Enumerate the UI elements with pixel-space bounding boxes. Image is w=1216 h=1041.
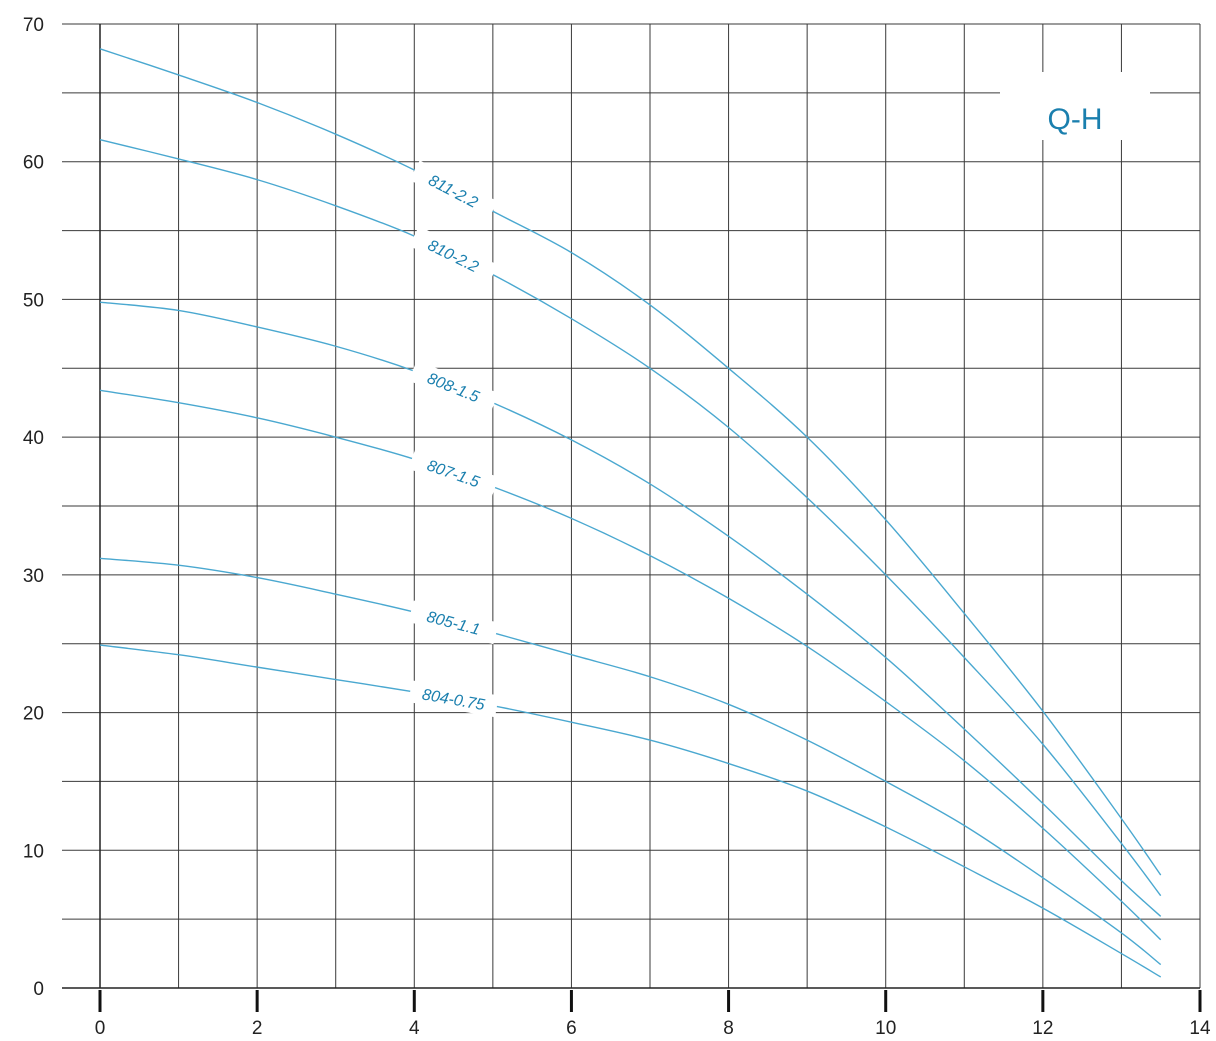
curve-label-backdrop bbox=[408, 600, 499, 645]
x-tick-label: 14 bbox=[1189, 1018, 1211, 1039]
axes: 0 2 4 6 8 10 12 14 0 10 20 30 40 50 60 70 bbox=[23, 15, 1211, 1039]
x-tick-label: 6 bbox=[566, 1018, 577, 1039]
y-tick-label: 30 bbox=[23, 566, 44, 587]
y-tick-label: 50 bbox=[23, 290, 44, 311]
x-tick-label: 4 bbox=[409, 1018, 420, 1039]
x-tick-label: 0 bbox=[95, 1018, 106, 1039]
title-box: Q-H bbox=[1000, 72, 1150, 140]
curve-line bbox=[99, 48, 1162, 876]
curves bbox=[99, 48, 1162, 978]
curve-line bbox=[99, 389, 1162, 941]
curve-label-backdrop bbox=[408, 680, 499, 718]
curve-line bbox=[99, 139, 1162, 897]
curve-label-backdrop bbox=[408, 360, 499, 414]
curve-label-backdrop bbox=[409, 160, 498, 221]
x-tick-label: 12 bbox=[1032, 1018, 1053, 1039]
x-tick-label: 10 bbox=[875, 1018, 896, 1039]
x-tick-label: 2 bbox=[252, 1018, 263, 1039]
x-tick-label: 8 bbox=[723, 1018, 734, 1039]
curve-labels: 811-2.2810-2.2808-1.5807-1.5805-1.1804-0… bbox=[408, 160, 499, 718]
y-tick-label: 20 bbox=[23, 704, 44, 725]
y-tick-label: 10 bbox=[23, 841, 44, 862]
curve-line bbox=[99, 301, 1162, 917]
grid bbox=[62, 23, 1201, 988]
y-tick-label: 40 bbox=[23, 428, 44, 449]
title-backdrop bbox=[1000, 72, 1150, 140]
curve-label-backdrop bbox=[408, 448, 499, 498]
curve-label-backdrop bbox=[409, 226, 498, 285]
curve-line bbox=[99, 644, 1162, 978]
y-tick-label: 60 bbox=[23, 153, 44, 174]
curve-line bbox=[99, 557, 1162, 966]
y-tick-label: 70 bbox=[23, 15, 44, 36]
y-tick-label: 0 bbox=[33, 979, 44, 1000]
chart-title: Q-H bbox=[1048, 103, 1103, 136]
